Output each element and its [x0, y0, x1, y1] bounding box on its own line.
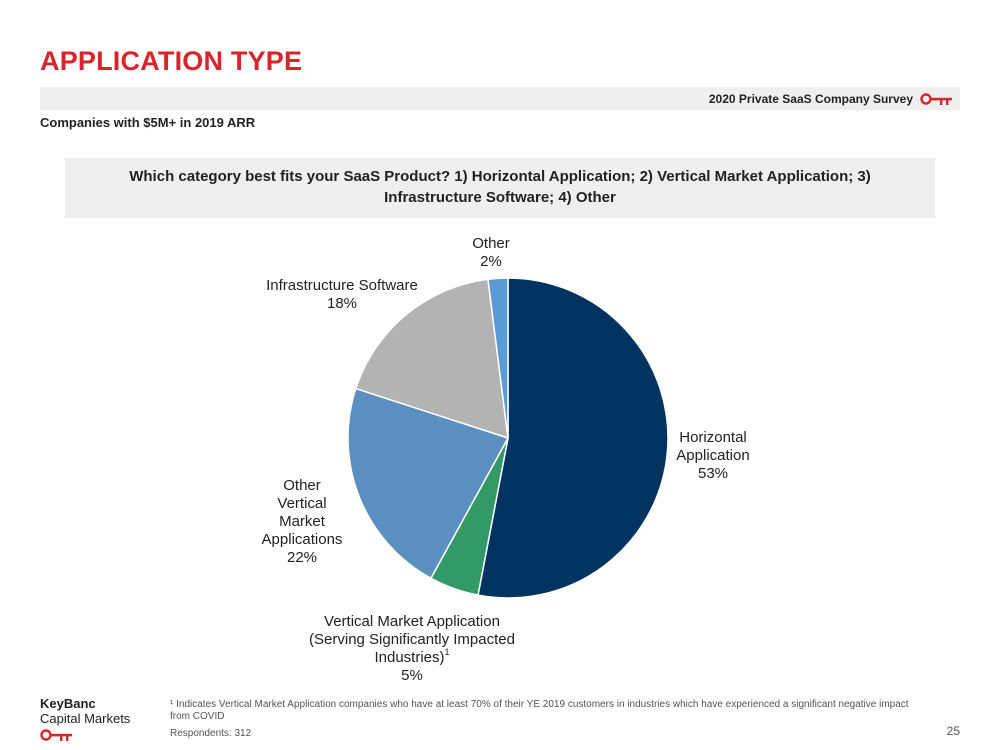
slice-label: Infrastructure Software 18% — [266, 277, 418, 312]
pie-slice — [487, 277, 509, 439]
key-icon — [40, 729, 72, 741]
page-title: APPLICATION TYPE — [40, 46, 303, 76]
pie-slice — [477, 277, 669, 599]
slice-value: 53% — [698, 465, 728, 482]
question-line-2: Infrastructure Software; 4) Other — [384, 189, 616, 206]
slice-label: Other Vertical Market Applications 22% — [262, 477, 343, 566]
logo-line-1: KeyBanc — [40, 696, 96, 711]
page-number: 25 — [946, 724, 960, 738]
footnote: ¹ Indicates Vertical Market Application … — [170, 699, 909, 722]
slice-value: 5% — [401, 667, 423, 684]
pie-slice — [354, 278, 509, 440]
slice-label: Horizontal Application 53% — [676, 429, 749, 482]
slice-value: 22% — [287, 549, 317, 566]
slice-label: Vertical Market Application (Serving Sign… — [309, 613, 515, 684]
survey-band: 2020 Private SaaS Company Survey — [40, 87, 960, 110]
keybanc-logo: KeyBanc Capital Markets — [40, 697, 130, 742]
survey-question: Which category best fits your SaaS Produ… — [65, 158, 935, 218]
slice-label: Other 2% — [472, 235, 510, 270]
slice-value: 2% — [480, 253, 502, 270]
page-subtitle: Companies with $5M+ in 2019 ARR — [40, 115, 256, 130]
logo-line-2: Capital Markets — [40, 711, 131, 726]
key-icon — [920, 93, 952, 105]
slice-value: 18% — [327, 295, 357, 312]
respondents-count: Respondents: 312 — [170, 728, 252, 739]
survey-name: 2020 Private SaaS Company Survey — [708, 92, 913, 106]
pie-slice — [347, 387, 510, 580]
question-line-1: Which category best fits your SaaS Produ… — [129, 168, 871, 185]
